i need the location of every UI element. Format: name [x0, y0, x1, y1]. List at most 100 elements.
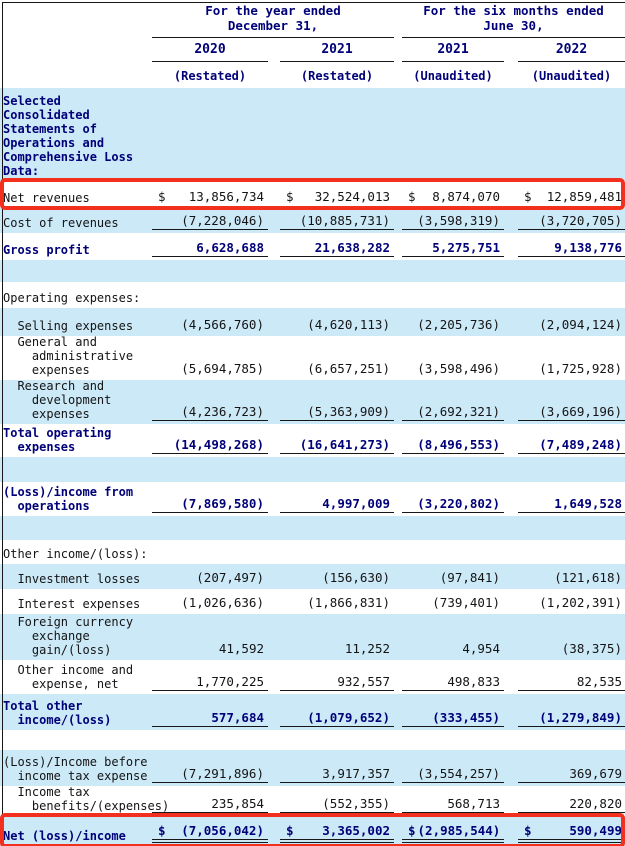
table-row: (Loss)/income from operations (7,869,580)…: [0, 482, 625, 516]
row-label: Operating expenses:: [3, 291, 141, 305]
amount: 11,252: [344, 641, 390, 656]
year-header: 2021: [280, 42, 394, 62]
amount: 235,854: [211, 796, 264, 811]
cell-value: $3,365,002: [280, 823, 394, 843]
amount: (7,228,046): [181, 213, 264, 228]
cell-value: 568,713: [402, 796, 504, 813]
amount: (5,694,785): [181, 361, 264, 376]
qualifier-header: (Restated): [300, 69, 374, 83]
amount: (3,720,705): [539, 213, 622, 228]
amount: (207,497): [196, 570, 264, 585]
amount: 12,859,481: [546, 189, 622, 204]
row-label: Research and development expenses: [17, 379, 112, 421]
cell-value: (8,496,553): [402, 437, 504, 454]
amount: (3,220,802): [417, 496, 500, 511]
amount: 3,365,002: [322, 823, 390, 838]
table-body: Selected Consolidated Statements of Oper…: [0, 88, 625, 846]
table-row: (Loss)/Income before income tax expense (…: [0, 750, 625, 786]
cell-value: (3,669,196): [518, 404, 625, 421]
dollar-sign: $: [286, 823, 294, 838]
cell-value: (2,692,321): [402, 404, 504, 421]
table-row: General and administrative expenses (5,69…: [0, 335, 625, 380]
row-label: (Loss)/Income before income tax expense: [3, 755, 148, 783]
table-row: Operating expenses:: [0, 282, 625, 308]
cell-value: $590,499: [518, 823, 625, 843]
cell-value: (1,725,928): [518, 361, 625, 377]
cell-value: (4,620,113): [280, 317, 394, 333]
year-header: 2021: [402, 42, 504, 62]
cell-value: (3,220,802): [402, 496, 504, 513]
dollar-sign: $: [158, 189, 166, 204]
spacer-row: [0, 260, 625, 282]
amount: (1,202,391): [539, 595, 622, 610]
qualifier-header: (Unaudited): [413, 69, 493, 83]
amount: 8,874,070: [432, 189, 500, 204]
row-label: Net (loss)/income: [3, 829, 126, 843]
spacer-row: [0, 730, 625, 750]
amount: 1,770,225: [196, 674, 264, 689]
cell-value: (10,885,731): [280, 213, 394, 230]
row-label: Foreign currency exchange gain/(loss): [17, 615, 134, 657]
amount: 1,649,528: [554, 496, 622, 511]
cell-value: (1,279,849): [518, 710, 625, 727]
cell-value: (1,202,391): [518, 595, 625, 611]
amount: (2,205,736): [417, 317, 500, 332]
header-year-row: 2020 2021 2021 2022: [0, 38, 625, 62]
cell-value: 4,997,009: [280, 496, 394, 513]
amount: 82,535: [576, 674, 622, 689]
dollar-sign: $: [158, 823, 166, 838]
cell-value: $ (7,056,042): [152, 823, 268, 843]
spacer-row: [0, 516, 625, 540]
amount: (8,496,553): [417, 437, 500, 452]
table-row: Other income/(loss):: [0, 540, 625, 564]
cell-value: (2,205,736): [402, 317, 504, 333]
spacer-row: [0, 457, 625, 482]
dollar-sign: $: [408, 823, 416, 838]
cell-value: (97,841): [402, 570, 504, 586]
amount: (4,236,723): [181, 404, 264, 419]
cell-value: (16,641,273): [280, 437, 394, 454]
amount: (10,885,731): [299, 213, 390, 228]
header-group-row: For the year ended December 31, For the s…: [0, 0, 625, 38]
amount: 590,499: [569, 823, 622, 838]
amount: (1,866,831): [307, 595, 390, 610]
cell-value: 1,649,528: [518, 496, 625, 513]
table-row: Selected Consolidated Statements of Oper…: [0, 88, 625, 181]
row-label: General and administrative expenses: [17, 335, 134, 377]
cell-value: 21,638,282: [280, 240, 394, 257]
amount: (38,375): [561, 641, 622, 656]
amount: (7,056,042): [181, 823, 264, 838]
table-row: Cost of revenues (7,228,046) (10,885,731) (…: [0, 208, 625, 233]
row-label: Net revenues: [3, 191, 90, 205]
table-row: Net (loss)/income $ (7,056,042) $3,365,002 $…: [0, 813, 625, 846]
amount: (1,279,849): [539, 710, 622, 725]
cell-value: (7,869,580): [152, 496, 268, 513]
column-group-title: For the six months ended June 30,: [402, 3, 625, 38]
cell-value: (14,498,268): [152, 437, 268, 454]
cell-value: 6,628,688: [152, 240, 268, 257]
cell-value: (38,375): [518, 641, 625, 657]
amount: (4,620,113): [307, 317, 390, 332]
cell-value: 369,679: [518, 766, 625, 783]
amount: 6,628,688: [196, 240, 264, 255]
amount: (2,094,124): [539, 317, 622, 332]
cell-value: (333,455): [402, 710, 504, 727]
amount: 3,917,357: [322, 766, 390, 781]
amount: (552,355): [322, 796, 390, 811]
amount: (1,725,928): [539, 361, 622, 376]
amount: 220,820: [569, 796, 622, 811]
year-header: 2020: [152, 42, 268, 62]
cell-value: (3,720,705): [518, 213, 625, 230]
amount: (156,630): [322, 570, 390, 585]
cell-value: $12,859,481: [518, 189, 625, 205]
table-row: Investment losses (207,497) (156,630) (97,8…: [0, 564, 625, 589]
cell-value: (207,497): [152, 570, 268, 586]
row-label: (Loss)/income from operations: [3, 485, 134, 513]
cell-value: 11,252: [280, 641, 394, 657]
cell-value: (1,866,831): [280, 595, 394, 611]
amount: 568,713: [447, 796, 500, 811]
table-row: Income tax benefits/(expenses) 235,854 (55…: [0, 785, 625, 816]
amount: 4,954: [462, 641, 500, 656]
row-label: Total other income/(loss): [3, 699, 112, 727]
